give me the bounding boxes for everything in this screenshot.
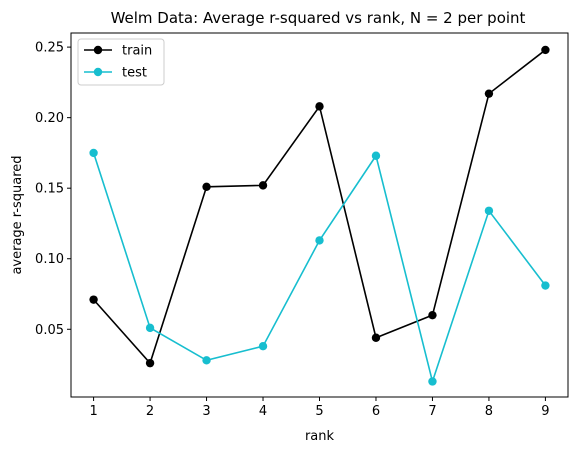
legend-marker-train	[93, 45, 103, 55]
data-point-test	[145, 323, 155, 333]
series-layer	[89, 45, 550, 386]
data-point-test	[428, 377, 437, 386]
x-tick-label: 6	[372, 404, 380, 419]
data-point-train	[371, 333, 381, 342]
y-tick-label: 0.10	[35, 252, 64, 267]
legend-label-test: test	[122, 66, 147, 81]
x-tick-label: 3	[202, 404, 210, 419]
y-tick-label: 0.20	[35, 111, 64, 126]
y-tick-label: 0.05	[35, 323, 64, 338]
data-point-train	[484, 89, 494, 98]
data-point-test	[89, 148, 98, 158]
x-tick-label: 7	[428, 404, 436, 419]
y-tick-label: 0.15	[35, 182, 64, 197]
data-point-test	[371, 151, 381, 160]
x-axis-label: rank	[305, 429, 335, 444]
data-point-train	[89, 295, 98, 304]
x-tick-label: 5	[315, 404, 323, 419]
legend-label-train: train	[122, 44, 152, 59]
x-axis: 1 2 3 4 5 6 7 8 9	[89, 397, 550, 419]
data-point-train	[258, 181, 268, 190]
x-tick-label: 9	[541, 404, 549, 419]
data-point-train	[541, 45, 550, 55]
legend-marker-test	[93, 67, 103, 77]
x-tick-label: 1	[89, 404, 97, 419]
series-line-train	[92, 49, 546, 365]
chart-title: Welm Data: Average r-squared vs rank, N …	[111, 9, 526, 27]
y-tick-label: 0.25	[35, 41, 64, 56]
data-point-train	[145, 358, 155, 368]
y-axis-label: average r-squared	[10, 155, 25, 274]
plot-frame	[70, 32, 569, 398]
data-point-test	[484, 206, 494, 215]
legend: train test	[77, 38, 165, 86]
data-point-test	[258, 342, 268, 351]
data-point-test	[202, 356, 211, 365]
x-tick-label: 4	[259, 404, 267, 419]
data-point-train	[428, 310, 437, 320]
x-tick-label: 8	[485, 404, 493, 419]
data-point-test	[315, 236, 324, 245]
data-point-train	[315, 102, 324, 111]
series-line-test	[92, 152, 547, 385]
x-tick-label: 2	[146, 404, 154, 419]
y-axis: 0.05 0.10 0.15 0.20 0.25	[35, 41, 71, 338]
data-point-train	[202, 182, 211, 191]
data-point-test	[541, 281, 550, 290]
